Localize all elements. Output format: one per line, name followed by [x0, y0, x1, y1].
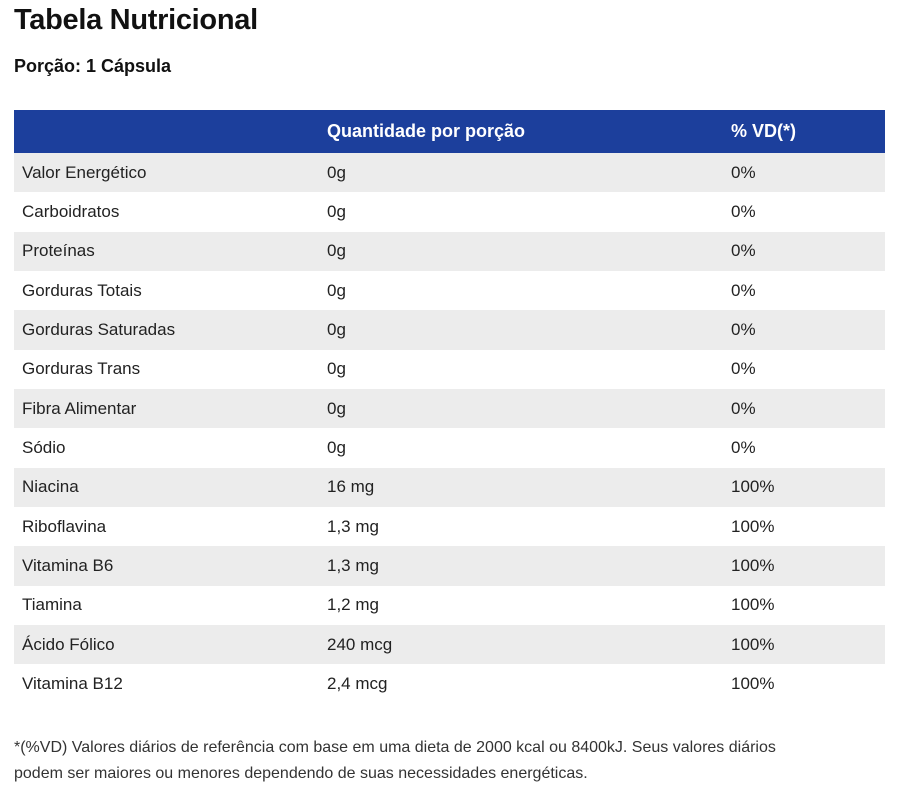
table-row: Vitamina B12 2,4 mcg 100% [14, 664, 885, 704]
table-row: Gorduras Trans 0g 0% [14, 349, 885, 390]
vd-cell: 0% [731, 398, 756, 418]
nutrient-cell: Fibra Alimentar [22, 398, 137, 418]
quantity-cell: 0g [327, 280, 346, 300]
quantity-cell: 16 mg [327, 477, 375, 497]
table-row: Tiamina 1,2 mg 100% [14, 585, 885, 626]
quantity-cell: 2,4 mcg [327, 674, 388, 694]
nutrition-table: Quantidade por porção % VD(*) Valor Ener… [14, 110, 885, 704]
quantity-cell: 0g [327, 438, 346, 458]
quantity-cell: 1,3 mg [327, 556, 379, 576]
header-vd: % VD(*) [731, 121, 797, 141]
vd-cell: 0% [731, 241, 756, 261]
footnote: *(%VD) Valores diários de referência com… [14, 735, 894, 787]
quantity-cell: 0g [327, 359, 346, 379]
nutrient-cell: Gorduras Trans [22, 359, 141, 379]
nutrient-cell: Tiamina [22, 595, 82, 615]
quantity-cell: 240 mcg [327, 634, 393, 654]
table-row: Valor Energético 0g 0% [14, 153, 885, 193]
nutrient-cell: Carboidratos [22, 202, 120, 222]
quantity-cell: 0g [327, 162, 346, 182]
nutrient-cell: Ácido Fólico [22, 634, 115, 654]
quantity-cell: 0g [327, 202, 346, 222]
footnote-line-1: *(%VD) Valores diários de referência com… [14, 739, 776, 756]
table-body: Valor Energético 0g 0% Carboidratos 0g 0… [14, 153, 885, 704]
vd-cell: 0% [731, 162, 756, 182]
vd-cell: 0% [731, 359, 756, 379]
nutrient-cell: Sódio [22, 438, 66, 458]
vd-cell: 100% [731, 595, 775, 615]
table-row: Vitamina B6 1,3 mg 100% [14, 546, 885, 586]
nutrient-cell: Valor Energético [22, 162, 147, 182]
quantity-cell: 0g [327, 398, 346, 418]
footnote-line-2: podem ser maiores ou menores dependendo … [14, 765, 588, 782]
quantity-cell: 0g [327, 241, 346, 261]
nutrient-cell: Riboflavina [22, 516, 107, 536]
vd-cell: 100% [731, 556, 775, 576]
vd-cell: 100% [731, 516, 775, 536]
nutrient-cell: Niacina [22, 477, 79, 497]
table-row: Gorduras Saturadas 0g 0% [14, 310, 885, 350]
table-header: Quantidade por porção % VD(*) [14, 110, 885, 153]
vd-cell: 0% [731, 280, 756, 300]
table-row: Carboidratos 0g 0% [14, 192, 885, 232]
table-row: Sódio 0g 0% [14, 428, 885, 468]
vd-cell: 0% [731, 320, 756, 340]
quantity-cell: 1,2 mg [327, 595, 379, 615]
table-row: Proteínas 0g 0% [14, 231, 885, 272]
table-row: Niacina 16 mg 100% [14, 467, 885, 508]
header-quantity: Quantidade por porção [327, 121, 526, 141]
nutrient-cell: Proteínas [22, 241, 95, 261]
vd-cell: 0% [731, 202, 756, 222]
page-title: Tabela Nutricional [14, 4, 258, 36]
nutrient-cell: Vitamina B12 [22, 674, 123, 694]
nutrient-cell: Gorduras Saturadas [22, 320, 176, 340]
table-row: Riboflavina 1,3 mg 100% [14, 507, 885, 547]
nutrient-cell: Gorduras Totais [22, 280, 142, 300]
quantity-cell: 1,3 mg [327, 516, 379, 536]
quantity-cell: 0g [327, 320, 346, 340]
portion-label: Porção: 1 Cápsula [14, 56, 172, 76]
vd-cell: 100% [731, 477, 775, 497]
table-row: Gorduras Totais 0g 0% [14, 271, 885, 311]
nutrient-cell: Vitamina B6 [22, 556, 114, 576]
table-row: Ácido Fólico 240 mcg 100% [14, 625, 885, 665]
table-row: Fibra Alimentar 0g 0% [14, 389, 885, 429]
vd-cell: 0% [731, 438, 756, 458]
vd-cell: 100% [731, 634, 775, 654]
vd-cell: 100% [731, 674, 775, 694]
